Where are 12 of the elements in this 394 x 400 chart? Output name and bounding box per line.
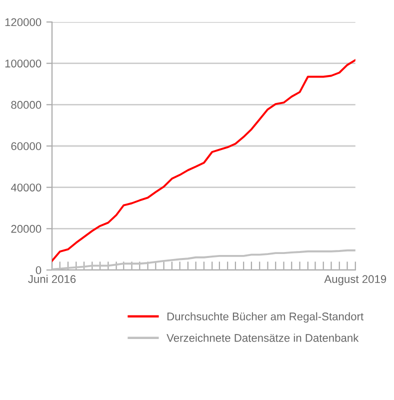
x-tick-label: Juni 2016 [28,274,76,284]
y-tick-label: 40000 [10,184,42,192]
y-tick-label: 0 [36,266,42,274]
y-tick-label: 60000 [11,142,42,150]
y-tick-label: 100000 [5,60,42,68]
line-series [52,59,356,262]
y-tick-label: 80000 [11,100,42,109]
y-tick-label: 20000 [11,224,42,233]
x-tick-label: August 2019 [324,275,386,286]
legend-label: Verzeichnete Datensätze in Datenbank [166,334,359,342]
legend-label: Durchsuchte Bücher am Regal-Standort [167,312,364,323]
y-tick-label: 120000 [5,18,42,26]
